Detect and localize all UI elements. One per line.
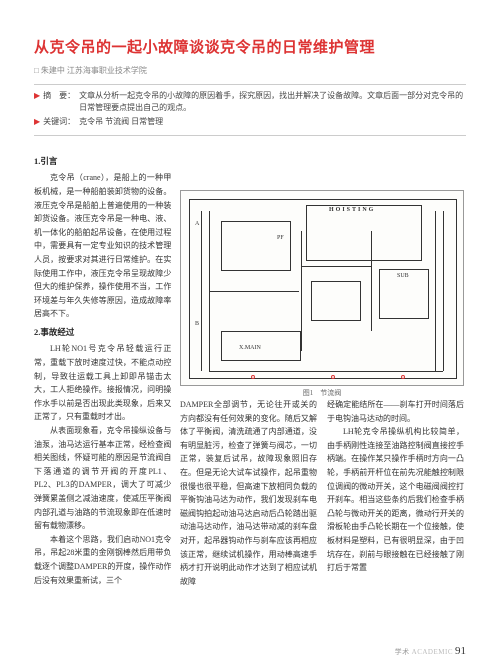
a-label: A [195,221,199,227]
left-box [221,221,291,271]
schematic-figure: HOISTING SUB X.MAIN PF A B [180,190,464,386]
meta-block: ▶ 摘 要： 文章从分析一起克令吊的小故障的原因着手，探究原因，找出并解决了设备… [34,84,466,136]
vline1 [201,211,202,371]
footer-label2: ACADEMIC [412,648,453,656]
red-node-icon [401,375,405,379]
vline3 [301,231,302,351]
sub-box [379,269,429,319]
hline1 [209,291,299,292]
figure-caption: 图1 节流阀 [180,388,464,398]
page-container: 从克令吊的一起小故障谈谈克令吊的日常维护管理 □ 朱建中 江苏海事职业技术学院 … [0,0,500,587]
section2-para1: LH轮NO1号克令吊轻载运行正常，重载下放时速度过快，不能点动控制，导致往运载工… [34,342,171,424]
col3-para1: 经确定能结所在——刹车打开时间落后于电钩油马达动的时间。 [327,398,464,425]
xmain-box [221,331,301,361]
vline6 [443,211,444,371]
vline4 [371,231,372,331]
col2-text: DAMPER全部调节，无论往开或关的方向都没有任何效果的变化。随后又解体了平衡阀… [180,398,317,588]
abstract-label: ▶ 摘 要： [34,90,75,114]
b-label: B [195,321,199,327]
footer-label1: 学术 [395,647,410,657]
section2-heading: 2.事故经过 [34,325,171,339]
column-1: 1.引言 克令吊（crane），是船上的一种甲板机械，是一种船舶装卸货物的设备。… [34,150,171,587]
section2-para3: 本着这个思路，我们启动NO1克令吊，吊起28米重的金刚钢棒然后用带负载逐个调整D… [34,533,171,587]
triangle-icon: ▶ [34,116,40,128]
keywords-row: ▶ 关键词： 克令吊 节流阀 日常管理 [34,116,466,128]
article-title: 从克令吊的一起小故障谈谈克令吊的日常维护管理 [34,36,466,57]
col3-text: 经确定能结所在——刹车打开时间落后于电钩油马达动的时间。 LH轮克令吊操纵机构比… [327,398,464,575]
author-line: □ 朱建中 江苏海事职业技术学院 [34,65,466,76]
abstract-row: ▶ 摘 要： 文章从分析一起克令吊的小故障的原因着手，探究原因，找出并解决了设备… [34,90,466,114]
page-footer: 学术 ACADEMIC 91 [395,645,466,657]
hline3 [209,371,443,372]
col2-para1: DAMPER全部调节，无论往开或关的方向都没有任何效果的变化。随后又解体了平衡阀… [180,398,317,588]
page-number: 91 [455,645,466,657]
section2-para2: 从表面现象看，克令吊操纵设备与油泵，油马达运行基本正常，经检查阀相关图线，怀疑可… [34,424,171,533]
section1-heading: 1.引言 [34,154,171,168]
pf-label: PF [277,235,284,241]
col3-para2: LH轮克令吊操纵机构比较简单，由手柄刚性连接至油路控制阀直接控手柄端。在操作某只… [327,425,464,575]
abstract-text: 文章从分析一起克令吊的小故障的原因着手，探究原因，找出并解决了设备故障。文章后面… [79,90,466,114]
keywords-label: ▶ 关键词： [34,116,75,128]
hline2 [301,266,371,267]
abstract-label-text: 摘 要： [43,90,75,102]
keywords-label-text: 关键词： [43,116,75,128]
red-node-icon [251,375,255,379]
vline5 [435,211,436,371]
keywords-text: 克令吊 节流阀 日常管理 [79,116,466,128]
figure-wrapper: HOISTING SUB X.MAIN PF A B 图 [180,190,464,402]
red-node-icon [331,375,335,379]
mid-box [311,281,361,321]
hoisting-box [306,205,422,261]
triangle-icon: ▶ [34,90,40,102]
section1-para1: 克令吊（crane），是船上的一种甲板机械，是一种船舶装卸货物的设备。液压克令吊… [34,171,171,321]
